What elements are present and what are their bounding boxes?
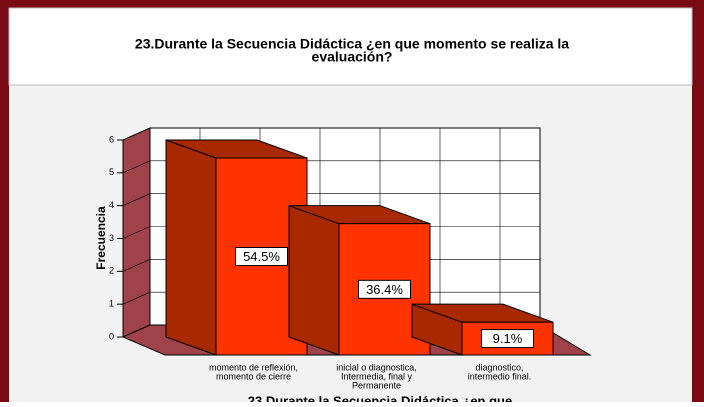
grid-line (122, 291, 151, 305)
y-axis-label: Frecuencia (94, 206, 108, 270)
grid-line (122, 127, 151, 141)
grid-line (122, 259, 151, 272)
x-tick-label: inicial o diagnostica, (336, 362, 417, 372)
x-tick-label: momento de cierre (216, 371, 291, 381)
chart-title: evaluación? (312, 49, 393, 65)
title-panel (8, 7, 693, 86)
y-tick-label: 6 (109, 134, 114, 144)
y-tick-label: 1 (109, 299, 114, 309)
bar-side (288, 204, 340, 356)
grid-line (122, 324, 151, 338)
y-tick-label: 0 (109, 331, 114, 341)
x-tick-label: intermedio final. (468, 371, 532, 381)
x-tick-label: momento de reflexión, (209, 362, 298, 372)
data-label-box (358, 279, 411, 299)
grid-line (122, 193, 151, 206)
chart-title: 23.Durante la Secuencia Didáctica ¿en qu… (135, 36, 569, 52)
bar-side (165, 139, 217, 356)
grid-line (122, 160, 151, 174)
x-tick-label: Intermedia, final y (341, 371, 413, 381)
x-tick-label: diagnostico, (475, 362, 523, 372)
data-label-box (235, 247, 288, 266)
data-label-box (481, 329, 534, 349)
data-label: 36.4% (366, 282, 403, 297)
y-tick-label: 2 (109, 266, 114, 276)
y-tick-label: 5 (109, 167, 114, 177)
grid-line (122, 226, 151, 239)
x-axis-label: 23.Durante la Secuencia Didáctica ¿en qu… (248, 393, 512, 402)
data-label: 54.5% (243, 249, 280, 264)
y-tick-label: 4 (109, 200, 114, 210)
data-label: 9.1% (493, 331, 523, 346)
y-tick-label: 3 (109, 233, 114, 243)
x-tick-label: Permanente (352, 380, 401, 390)
